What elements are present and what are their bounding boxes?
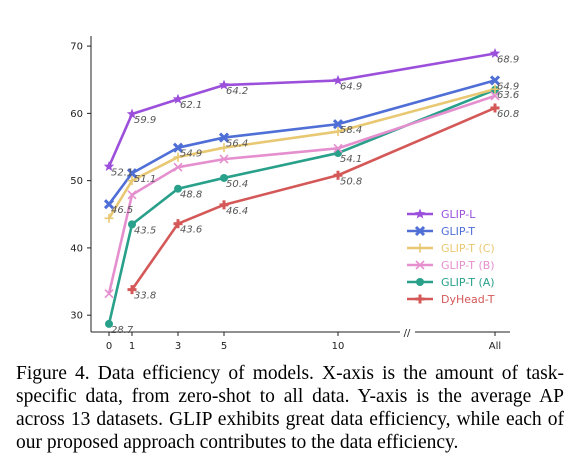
- data-point: [104, 213, 114, 223]
- data-point: [103, 199, 115, 210]
- data-label: 54.1: [340, 154, 362, 165]
- figure-caption: Figure 4. Data efficiency of models. X-a…: [16, 363, 564, 453]
- data-label: 68.9: [497, 54, 519, 65]
- legend-label: GLIP-T (A): [441, 276, 495, 289]
- data-point: [414, 225, 426, 237]
- data-point: [220, 173, 228, 182]
- data-point: [104, 289, 114, 299]
- x-tick-label: 3: [175, 341, 181, 352]
- legend-label: GLIP-T (B): [441, 259, 495, 272]
- data-point: [489, 75, 501, 86]
- data-point: [173, 152, 183, 162]
- data-label: 43.6: [180, 225, 202, 236]
- data-point: [127, 176, 137, 186]
- data-label: 58.4: [340, 125, 362, 136]
- data-point: [172, 93, 184, 104]
- y-tick-label: 70: [70, 42, 83, 53]
- data-label: 28.7: [111, 325, 134, 336]
- data-label: 46.4: [226, 206, 248, 217]
- data-point: [415, 294, 425, 304]
- legend-label: GLIP-T: [441, 225, 475, 238]
- legend-label: GLIP-L: [441, 208, 476, 221]
- series-line-glip-t-a: [107, 88, 496, 325]
- series-line-glip-t-c: [107, 87, 496, 219]
- data-point: [173, 162, 183, 172]
- data-point: [126, 168, 138, 179]
- axes: // 30 40 50 60 70 0 1 3 5 10 All: [70, 36, 510, 352]
- data-point: [127, 190, 137, 200]
- x-tick-label: All: [489, 341, 501, 352]
- line-chart: // 30 40 50 60 70 0 1 3 5 10 All 52.1 59.9 62.1 64.2 64…: [70, 36, 519, 352]
- data-point: [218, 132, 230, 143]
- data-point: [490, 103, 500, 113]
- x-tick-label: 0: [106, 341, 112, 352]
- y-tick-label: 40: [70, 243, 83, 254]
- data-point: [332, 119, 344, 130]
- data-label: 54.9: [180, 149, 202, 160]
- data-label: 50.8: [340, 176, 362, 187]
- y-tick-label: 30: [70, 311, 83, 322]
- data-point: [128, 220, 136, 229]
- data-label: 33.8: [134, 291, 156, 302]
- data-point: [219, 143, 229, 153]
- data-point: [490, 91, 500, 101]
- data-point: [333, 143, 343, 153]
- data-point: [415, 243, 425, 253]
- data-label: 64.2: [226, 86, 248, 97]
- data-label: 43.5: [134, 225, 156, 236]
- data-point: [127, 285, 137, 295]
- y-tick-label: 60: [70, 109, 83, 120]
- data-point: [105, 319, 113, 328]
- data-point: [415, 260, 425, 270]
- data-point: [172, 142, 184, 153]
- data-label: 52.1: [111, 168, 133, 179]
- data-point: [489, 47, 501, 58]
- data-label: 63.6: [497, 90, 519, 101]
- axis-break-mark: //: [404, 328, 411, 339]
- data-labels: 52.1 59.9 62.1 64.2 64.9 68.9 46.5 51.1 54.9 56.4…: [111, 54, 519, 335]
- data-point: [333, 170, 343, 180]
- data-label: 59.9: [134, 115, 156, 126]
- data-point: [218, 79, 230, 90]
- data-point: [103, 161, 115, 171]
- legend-label: GLIP-T (C): [441, 242, 495, 255]
- data-label: 64.9: [340, 81, 362, 92]
- data-point: [490, 84, 500, 94]
- x-tick-label: 5: [221, 341, 227, 352]
- data-label: 50.4: [226, 179, 248, 190]
- series-line-glip-t: [107, 79, 496, 205]
- x-tick-label: 1: [129, 341, 135, 352]
- data-point: [416, 278, 424, 286]
- series-line-glip-t-b: [107, 94, 496, 294]
- data-label: 56.4: [226, 139, 248, 150]
- data-point: [219, 154, 229, 164]
- data-label: 62.1: [180, 100, 202, 111]
- series-line-glip-l: [107, 52, 496, 168]
- data-point: [414, 208, 426, 219]
- legend: GLIP-L GLIP-T GLIP-T (C) GLIP-T (B) GLIP-T (…: [407, 208, 495, 306]
- legend-label: DyHead-T: [441, 293, 495, 306]
- data-point: [219, 200, 229, 210]
- series-lines: [107, 52, 496, 325]
- data-point: [333, 127, 343, 137]
- data-point: [126, 108, 138, 119]
- data-label: 51.1: [134, 174, 156, 185]
- data-label: 46.5: [111, 205, 133, 216]
- data-label: 64.9: [497, 81, 519, 92]
- data-label: 60.8: [497, 109, 519, 120]
- data-point: [173, 219, 183, 229]
- x-tick-label: 10: [332, 341, 345, 352]
- data-point: [332, 74, 344, 85]
- data-point: [174, 184, 182, 193]
- y-tick-label: 50: [70, 176, 83, 187]
- data-label: 48.8: [180, 190, 202, 201]
- series-markers: [103, 47, 501, 328]
